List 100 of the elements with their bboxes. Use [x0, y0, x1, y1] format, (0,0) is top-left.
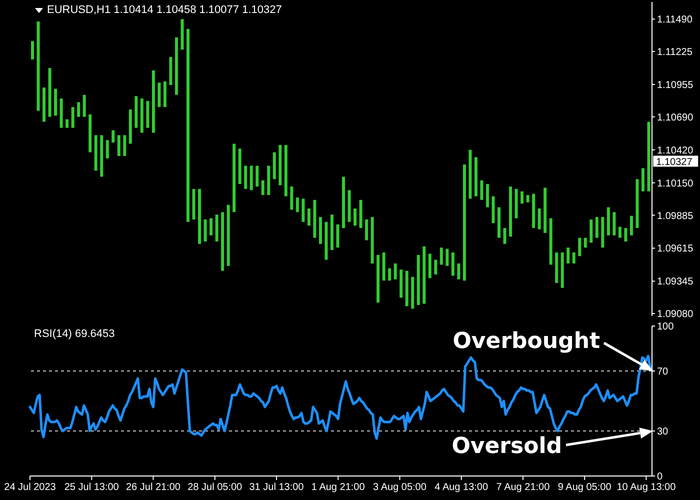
y-tick-label: 1.11490	[657, 14, 693, 26]
bar	[641, 168, 644, 192]
bar	[388, 268, 392, 281]
y-tick-label: 1.10955	[657, 80, 694, 92]
y-tick-label: 100	[657, 322, 674, 333]
bar	[348, 190, 351, 222]
bar	[163, 81, 166, 108]
bar	[520, 191, 524, 204]
bar	[88, 114, 92, 152]
x-tick-label: 4 Aug 13:00	[434, 482, 488, 494]
bar	[572, 252, 576, 264]
bar	[647, 122, 650, 192]
bar	[376, 254, 380, 303]
bar	[400, 270, 403, 298]
bar	[169, 56, 172, 86]
bar	[590, 219, 593, 243]
bar	[498, 207, 500, 238]
y-tick-label: 30	[657, 426, 669, 438]
bar	[612, 212, 616, 236]
bar	[221, 212, 224, 271]
bar	[42, 88, 46, 122]
bar	[232, 144, 236, 212]
bar	[152, 70, 155, 133]
bar	[318, 217, 322, 244]
bar	[307, 208, 310, 226]
bar	[250, 166, 253, 190]
bar	[302, 198, 305, 222]
bar	[365, 219, 368, 240]
bar	[468, 150, 472, 199]
bar	[555, 252, 558, 284]
bar	[422, 246, 426, 304]
bar	[457, 263, 460, 280]
bar	[606, 207, 610, 236]
x-tick-label: 24 Jul 2023	[4, 482, 56, 494]
bar	[462, 164, 466, 281]
chart-title: EURUSD,H1 1.10414 1.10458 1.10077 1.10327	[47, 4, 282, 17]
bar	[630, 216, 633, 236]
bar	[544, 188, 547, 233]
bar	[324, 222, 328, 260]
x-tick-label: 26 Jul 21:00	[126, 482, 181, 494]
y-tick-label: 0	[657, 472, 663, 483]
y-tick-label: 1.10150	[657, 178, 694, 190]
bar	[106, 140, 109, 158]
bar	[134, 96, 138, 128]
bar	[123, 135, 126, 156]
bar	[480, 180, 484, 200]
x-tick-label: 31 Jul 13:00	[249, 482, 304, 494]
bar	[370, 217, 374, 264]
bar	[336, 224, 340, 248]
y-tick-label: 1.10690	[657, 112, 694, 124]
x-tick-label: 28 Jul 05:00	[188, 482, 243, 494]
bar	[474, 157, 478, 196]
bar	[440, 248, 443, 265]
bar	[636, 179, 639, 228]
bar	[186, 28, 190, 222]
bar	[492, 196, 495, 224]
bar	[284, 144, 288, 196]
bar	[128, 110, 132, 144]
bar	[411, 276, 414, 309]
y-tick-label: 1.09885	[657, 210, 694, 222]
bar	[48, 68, 52, 117]
bar	[330, 214, 334, 250]
bar	[451, 252, 454, 276]
bar	[77, 102, 80, 117]
bar	[112, 130, 115, 143]
bar	[342, 176, 345, 228]
bar	[486, 184, 489, 208]
bar	[290, 186, 294, 210]
bar	[428, 254, 432, 278]
bar	[158, 82, 161, 108]
bar	[267, 166, 270, 196]
bar	[382, 252, 386, 281]
bar	[146, 100, 150, 128]
bar	[313, 200, 316, 238]
x-tick-label: 10 Aug 13:00	[616, 482, 676, 494]
bar	[238, 148, 242, 184]
bar	[394, 263, 397, 280]
bar	[198, 188, 202, 244]
bar	[560, 252, 564, 288]
bar	[532, 194, 536, 228]
bar	[36, 22, 40, 111]
bar	[595, 217, 598, 238]
bar	[204, 219, 207, 242]
bar	[180, 19, 184, 50]
bar	[549, 218, 552, 265]
bar	[584, 238, 587, 248]
bar	[538, 208, 541, 230]
bar	[601, 217, 604, 248]
bar	[174, 37, 178, 95]
bar	[272, 152, 276, 180]
annotation: Overbought	[452, 329, 600, 354]
bar	[296, 197, 299, 212]
bar	[261, 180, 264, 196]
bar	[509, 186, 512, 237]
y-tick-label: 1.09080	[657, 309, 694, 320]
x-tick-label: 9 Aug 05:00	[558, 482, 612, 494]
bar	[416, 254, 420, 306]
bar	[100, 135, 104, 177]
bar	[210, 218, 213, 236]
x-tick-label: 7 Aug 21:00	[496, 482, 550, 494]
